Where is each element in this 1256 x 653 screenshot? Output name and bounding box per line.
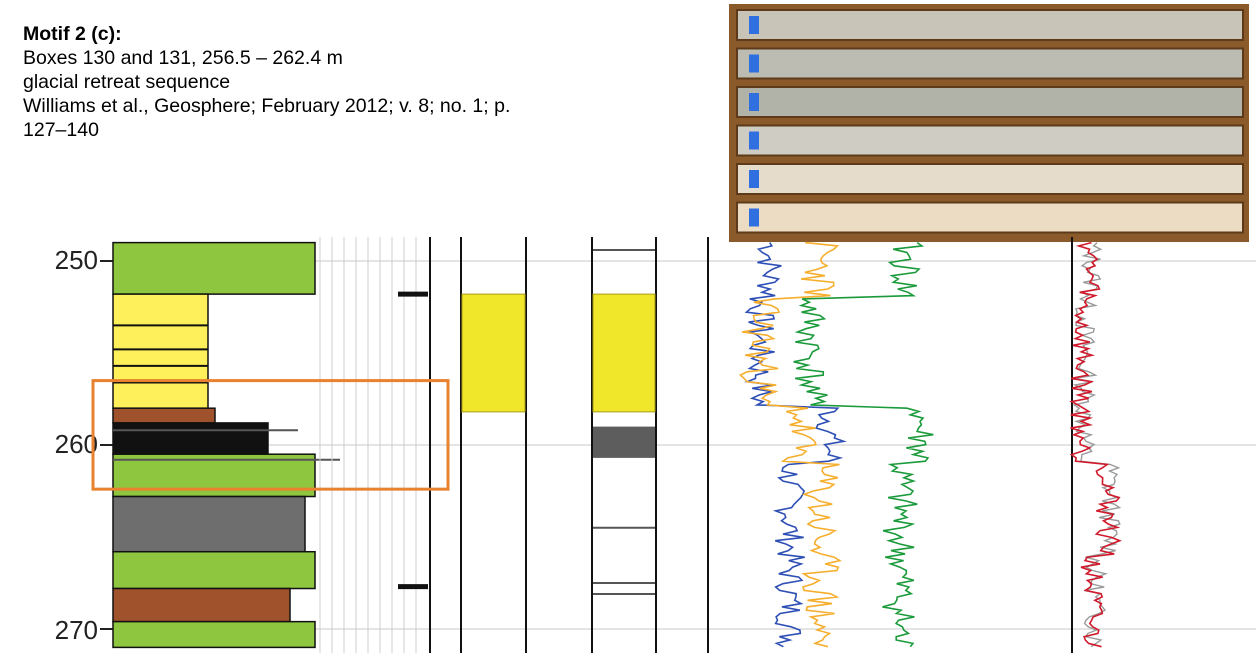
caption-title: Motif 2 (c): <box>23 23 122 45</box>
core-box-6 <box>736 201 1244 234</box>
curve-orange <box>738 241 842 648</box>
facies-b-sand-unit <box>592 293 656 413</box>
log-curves-panel-2 <box>1069 237 1122 653</box>
facies-b-grey-unit <box>593 426 655 458</box>
bed-gravel-4 <box>112 422 269 455</box>
core-box-5 <box>736 163 1244 195</box>
core-box-tag-2 <box>749 54 759 73</box>
core-box-1 <box>736 9 1244 41</box>
log-curves-panel-1 <box>707 237 934 653</box>
stratigraphic-log: 250 260 270 <box>55 237 1256 653</box>
bed-mud-3 <box>112 407 216 424</box>
facies-column-b <box>591 237 657 653</box>
core-box-tag-3 <box>749 93 759 111</box>
marker-column <box>398 237 431 653</box>
core-box-photo <box>729 4 1249 242</box>
facies-a-sand-unit <box>461 293 526 413</box>
bed-sand-2 <box>112 293 209 409</box>
bed-mud-8 <box>112 587 291 623</box>
curve-red <box>1069 241 1122 648</box>
core-box-2 <box>736 47 1244 80</box>
core-box-tag-1 <box>749 16 759 34</box>
core-box-3 <box>736 86 1244 118</box>
depth-label-250: 250 <box>55 245 98 275</box>
caption-line-2: glacial retreat sequence <box>23 71 231 93</box>
bed-diamict-1 <box>112 241 316 295</box>
depth-label-260: 260 <box>55 429 98 459</box>
facies-column-a <box>460 237 527 653</box>
lithology-column <box>112 241 340 649</box>
caption-line-3: Williams et al., Geosphere; February 201… <box>23 95 511 117</box>
core-box-4 <box>736 124 1244 157</box>
highlight-box <box>91 379 450 491</box>
figure-caption: Motif 2 (c): Boxes 130 and 131, 256.5 – … <box>23 22 713 142</box>
depth-label-270: 270 <box>55 615 98 645</box>
caption-line-1: Boxes 130 and 131, 256.5 – 262.4 m <box>23 47 343 69</box>
bed-grey-mud-6 <box>112 495 306 553</box>
core-box-tag-5 <box>749 170 759 188</box>
curve-blue <box>744 242 847 648</box>
depth-axis: 250 260 270 <box>55 245 98 645</box>
bed-diamict-9 <box>112 620 316 649</box>
bed-diamict-7 <box>112 550 316 590</box>
curve-green <box>793 241 934 648</box>
core-box-tag-6 <box>749 208 759 227</box>
caption-line-4: 127–140 <box>23 119 99 141</box>
grain-size-grid <box>319 237 417 653</box>
core-box-tag-4 <box>749 131 759 150</box>
